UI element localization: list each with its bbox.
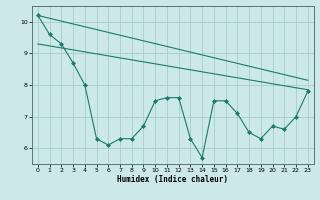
- X-axis label: Humidex (Indice chaleur): Humidex (Indice chaleur): [117, 175, 228, 184]
